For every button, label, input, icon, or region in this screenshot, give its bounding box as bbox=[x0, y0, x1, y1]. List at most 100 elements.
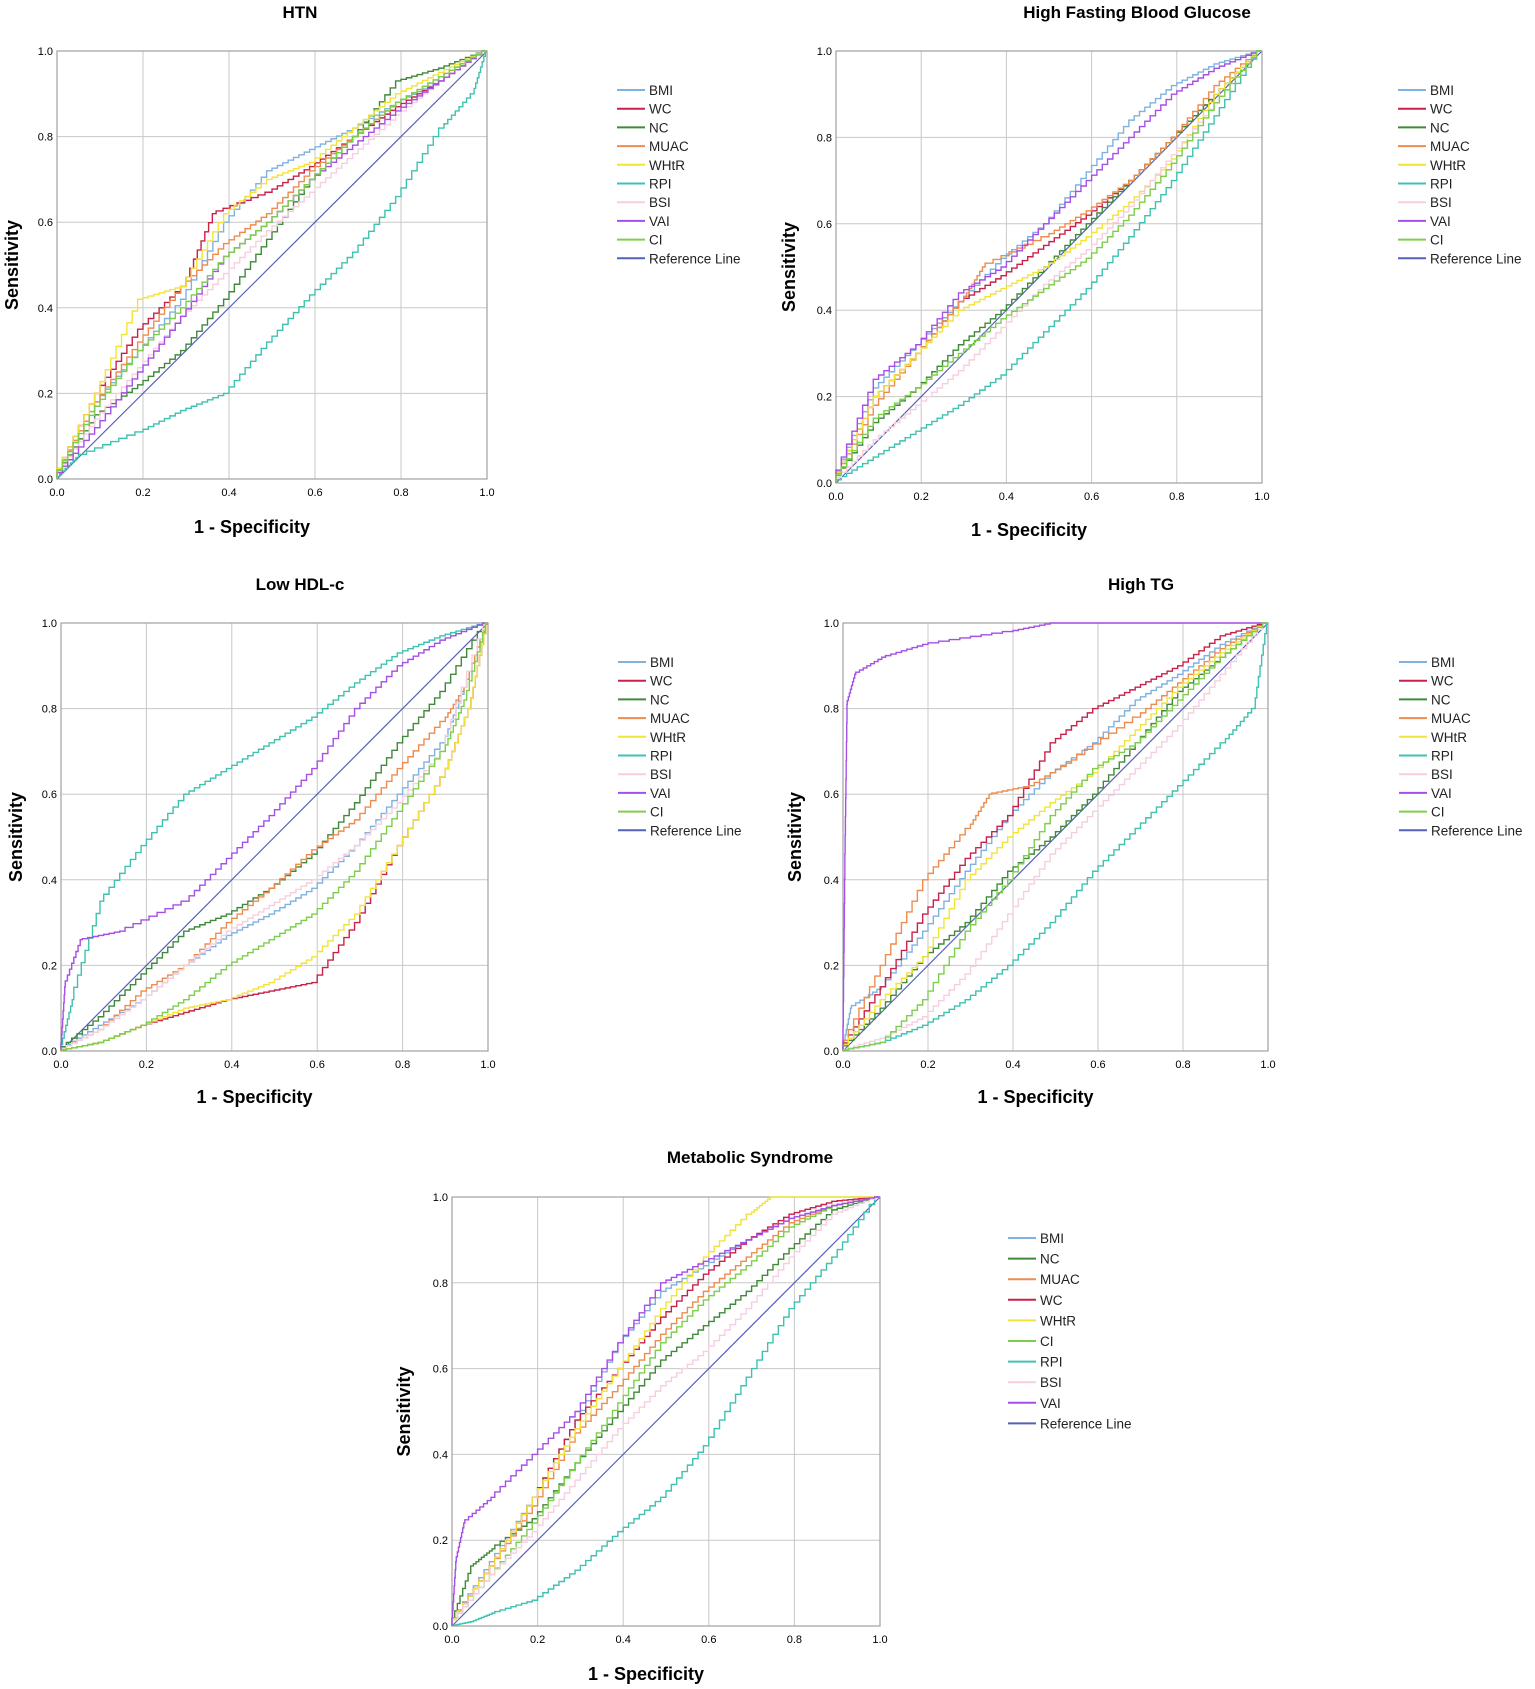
roc-curve-vai bbox=[842, 622, 1268, 1051]
roc-curve-ci bbox=[60, 622, 488, 1051]
chart-title: HTN bbox=[283, 3, 318, 22]
x-tick-label: 0.0 bbox=[53, 1059, 68, 1071]
roc-panel-metabolic-syndrome: Metabolic Syndrome 0.0 0.2 0.4 0.6 0.8 1.0 0.0 0… bbox=[394, 1148, 1132, 1684]
roc-curve-whtr bbox=[842, 622, 1268, 1051]
chart-title: High TG bbox=[1108, 575, 1174, 594]
roc-panel-high-tg: High TG 0.0 0.2 0.4 0.6 0.8 1.0 0.0 0.2 0.4 0.6 0.8… bbox=[785, 575, 1523, 1107]
x-tick-label: 0.4 bbox=[1005, 1059, 1020, 1071]
roc-curve-whtr bbox=[451, 1196, 880, 1626]
legend-label: RPI bbox=[649, 177, 672, 192]
y-tick-label: 0.6 bbox=[42, 789, 57, 801]
legend-label: MUAC bbox=[650, 711, 690, 726]
roc-curve-bsi bbox=[60, 622, 488, 1051]
x-tick-label: 0.6 bbox=[701, 1634, 716, 1646]
y-tick-label: 0.6 bbox=[824, 789, 839, 801]
chart-title: Low HDL-c bbox=[256, 575, 345, 594]
roc-panel-htn: HTN 0.0 0.2 0.4 0.6 0.8 1.0 0.0 0.2 0.4 0.6 0.8 1.0 1… bbox=[2, 3, 741, 537]
x-tick-label: 1.0 bbox=[479, 487, 494, 499]
y-tick-label: 0.6 bbox=[817, 219, 832, 231]
x-tick-label: 0.4 bbox=[999, 491, 1014, 503]
x-tick-label: 0.0 bbox=[828, 491, 843, 503]
legend-label: CI bbox=[649, 233, 663, 248]
x-tick-label: 0.8 bbox=[393, 487, 408, 499]
legend-label: BSI bbox=[1431, 767, 1453, 782]
legend-label: MUAC bbox=[649, 139, 689, 154]
legend-label: MUAC bbox=[1040, 1272, 1080, 1287]
plot-frame bbox=[451, 1196, 881, 1627]
y-tick-label: 1.0 bbox=[42, 618, 57, 630]
x-tick-label: 1.0 bbox=[1260, 1059, 1275, 1071]
y-axis-label: Sensitivity bbox=[785, 792, 805, 882]
x-tick-label: 0.2 bbox=[914, 491, 929, 503]
y-tick-label: 0.8 bbox=[817, 132, 832, 144]
roc-curve-reference-line bbox=[451, 1196, 881, 1627]
y-axis-label: Sensitivity bbox=[2, 220, 22, 310]
roc-curve-ci bbox=[842, 622, 1268, 1051]
roc-curve-whtr bbox=[56, 50, 487, 479]
roc-curve-nc bbox=[56, 50, 487, 479]
legend-label: WHtR bbox=[649, 158, 685, 173]
x-tick-label: 0.8 bbox=[1169, 491, 1184, 503]
roc-curve-reference-line bbox=[60, 622, 489, 1052]
roc-curve-rpi bbox=[451, 1196, 880, 1627]
legend: BMI NC MUAC WC WHtR CI RPI BSI VAI Reference Line bbox=[1008, 1231, 1132, 1431]
legend-label: BSI bbox=[1430, 195, 1452, 210]
roc-curve-muac bbox=[60, 622, 488, 1051]
legend-label: NC bbox=[650, 692, 670, 707]
legend-label: NC bbox=[1430, 120, 1450, 135]
plot-frame bbox=[60, 622, 489, 1052]
x-tick-label: 1.0 bbox=[1254, 491, 1269, 503]
legend: BMI WC NC MUAC WHtR RPI BSI VAI CI Reference Line bbox=[618, 655, 742, 838]
legend-label: VAI bbox=[1430, 214, 1451, 229]
legend-label: WHtR bbox=[1430, 158, 1466, 173]
y-tick-label: 0.6 bbox=[38, 217, 53, 229]
roc-curve-bmi bbox=[842, 622, 1268, 1051]
legend-label: BMI bbox=[649, 83, 673, 98]
y-tick-label: 0.0 bbox=[817, 478, 832, 490]
x-axis-label: 1 - Specificity bbox=[971, 520, 1087, 540]
chart-title: High Fasting Blood Glucose bbox=[1023, 3, 1251, 22]
roc-curve-wc bbox=[56, 50, 487, 479]
y-tick-label: 0.8 bbox=[42, 704, 57, 716]
x-axis-label: 1 - Specificity bbox=[977, 1087, 1093, 1107]
roc-curve-reference-line bbox=[56, 50, 488, 480]
y-axis-label: Sensitivity bbox=[6, 792, 26, 882]
legend-label: RPI bbox=[1431, 749, 1454, 764]
legend-label: VAI bbox=[1040, 1396, 1061, 1411]
legend-label: VAI bbox=[649, 214, 670, 229]
y-tick-label: 0.2 bbox=[433, 1535, 448, 1547]
x-tick-label: 0.0 bbox=[835, 1059, 850, 1071]
legend-label: NC bbox=[1040, 1252, 1060, 1267]
roc-curve-rpi bbox=[60, 622, 488, 1051]
x-tick-label: 0.6 bbox=[310, 1059, 325, 1071]
y-tick-label: 0.8 bbox=[433, 1278, 448, 1290]
chart-title: Metabolic Syndrome bbox=[667, 1148, 833, 1167]
roc-curve-bsi bbox=[842, 622, 1268, 1051]
y-tick-label: 0.0 bbox=[433, 1621, 448, 1633]
x-tick-label: 0.2 bbox=[920, 1059, 935, 1071]
roc-curve-wc bbox=[842, 622, 1268, 1051]
roc-curve-rpi bbox=[842, 622, 1268, 1051]
legend-label: WHtR bbox=[1431, 730, 1467, 745]
roc-curve-bsi bbox=[56, 50, 487, 479]
legend-label: CI bbox=[1040, 1334, 1054, 1349]
y-axis-label: Sensitivity bbox=[394, 1366, 414, 1456]
x-tick-label: 0.6 bbox=[307, 487, 322, 499]
y-tick-label: 0.0 bbox=[42, 1046, 57, 1058]
legend-label: Reference Line bbox=[649, 251, 741, 266]
x-tick-label: 0.2 bbox=[530, 1634, 545, 1646]
y-tick-label: 0.4 bbox=[42, 875, 57, 887]
roc-curve-rpi bbox=[56, 50, 487, 479]
roc-curve-vai bbox=[60, 622, 488, 1051]
y-tick-label: 0.0 bbox=[824, 1046, 839, 1058]
roc-panel-low-hdl-c: Low HDL-c 0.0 0.2 0.4 0.6 0.8 1.0 0.0 0.2 0.4 0.6 0… bbox=[6, 575, 742, 1107]
x-tick-label: 0.8 bbox=[395, 1059, 410, 1071]
roc-curve-vai bbox=[835, 50, 1262, 483]
y-tick-label: 0.8 bbox=[824, 704, 839, 716]
legend-label: WC bbox=[1431, 674, 1454, 689]
legend-label: Reference Line bbox=[1040, 1416, 1132, 1431]
legend-label: VAI bbox=[650, 786, 671, 801]
y-tick-label: 1.0 bbox=[433, 1192, 448, 1204]
x-tick-label: 0.8 bbox=[1175, 1059, 1190, 1071]
